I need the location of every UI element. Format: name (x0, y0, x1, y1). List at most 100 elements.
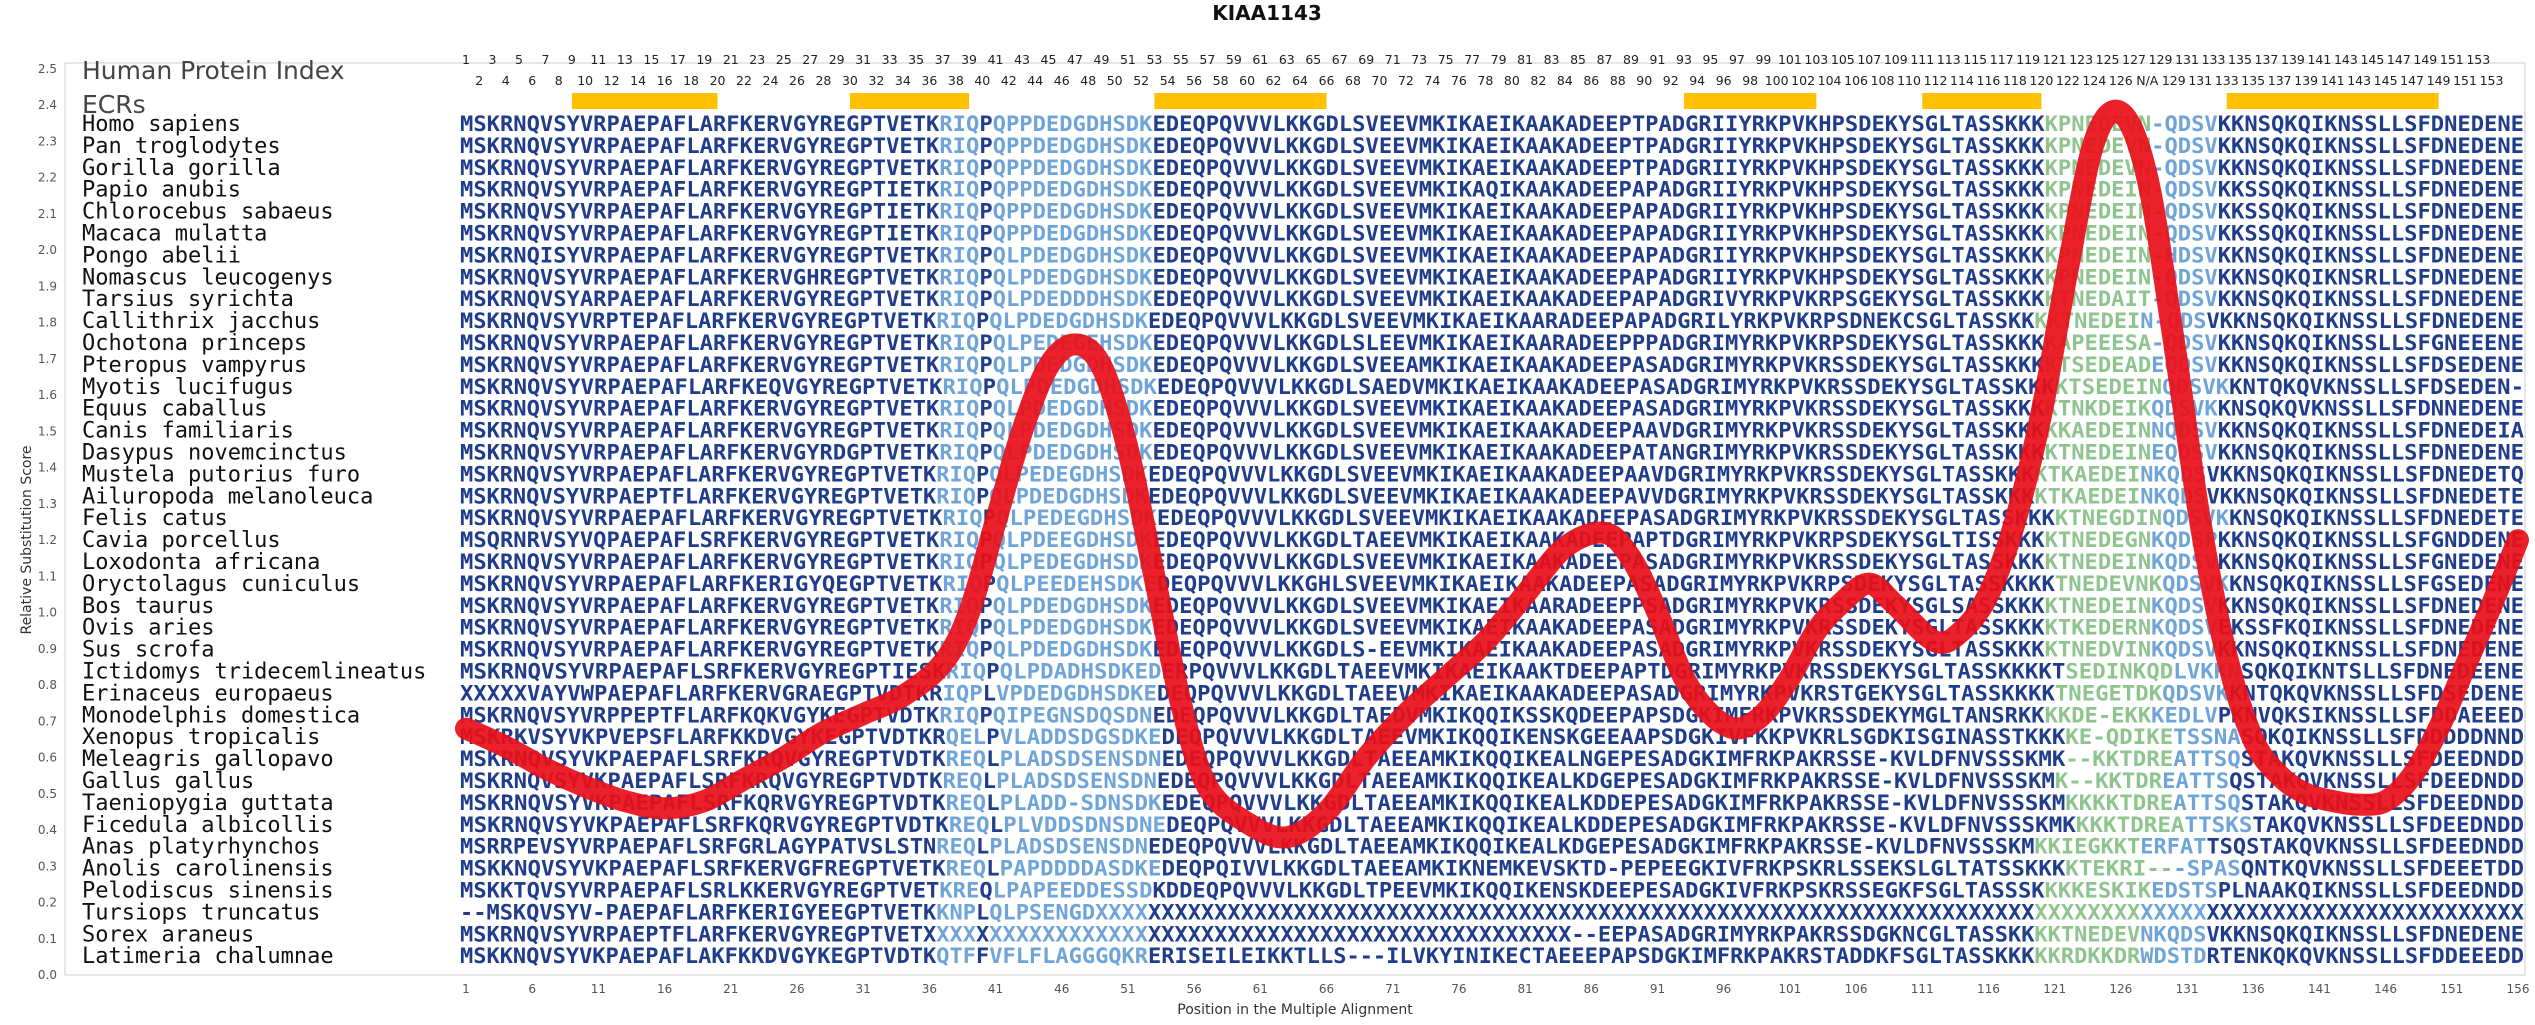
x-axis-label: Position in the Multiple Alignment (1177, 1002, 1413, 1018)
position-label-top: 103 (1804, 52, 1828, 67)
y-tick-label: 1.5 (38, 424, 57, 438)
position-label-bottom: 78 (1477, 73, 1493, 88)
position-label-bottom: 42 (1001, 73, 1017, 88)
sequence-row: MSKRNQVSYVRPAEPAFLARFKEQVGYREGPTVETK RIQP… (460, 375, 2524, 400)
position-label-top: 119 (2016, 52, 2040, 67)
sequence-row: MSKRNQVSYVRPAEPAFLARFKERVGYREGPTVETK RIQP… (460, 616, 2524, 641)
position-label-bottom: 108 (1871, 73, 1895, 88)
position-label-top: 147 (2387, 52, 2411, 67)
series-point (862, 713, 864, 715)
series-point (1762, 713, 1764, 715)
species-name: Chlorocebus sabaeus (82, 200, 334, 225)
position-label-top: 99 (1755, 52, 1771, 67)
series-point (1246, 822, 1248, 824)
species-name: Taeniopygia guttata (82, 791, 334, 816)
position-label-top: 69 (1358, 52, 1374, 67)
position-label-bottom: 112 (1924, 73, 1948, 88)
y-axis: 0.0 0.1 0.2 0.3 0.4 0.5 0.6 0.7 0.8 0.9 1.0 1.1 1.2 1… (38, 62, 57, 982)
position-label-top: 133 (2202, 52, 2226, 67)
series-point (1405, 713, 1407, 715)
position-label-bottom: 12 (604, 73, 620, 88)
position-label-top: 137 (2255, 52, 2279, 67)
position-label-top: 51 (1120, 52, 1136, 67)
sequence-row: MSKRNQVSYVRPAEPAFLARFKERVGYREGPTVETK RIQP… (460, 550, 2524, 575)
series-point (1630, 557, 1632, 559)
series-point (664, 807, 666, 809)
series-point (2491, 604, 2493, 606)
x-tick-label: 86 (1584, 982, 1599, 996)
species-name: Sus scrofa (82, 638, 214, 663)
position-label-bottom: 141 (2321, 73, 2345, 88)
sequence-row: XXXXXVAYVWPAEPAFLARFKERVGRAEGPTVDTKR IQPL… (460, 681, 2524, 706)
ecr-label: ECRs (82, 90, 146, 119)
sequence-row: MSKRNQVSYVRPTEPAFLARFKERVGYREGPTVETK RIQP… (460, 309, 2524, 334)
position-label-bottom: 86 (1583, 73, 1599, 88)
species-name: Anas platyrhynchos (82, 835, 320, 860)
position-label-bottom: 4 (502, 73, 510, 88)
sequence-row: MSKRNQISYVRPAEPAFLARFKERVGYREGPTVETK RIQP… (460, 243, 2524, 268)
position-label-bottom: 48 (1080, 73, 1096, 88)
species-name: Callithrix jacchus (82, 309, 320, 334)
ecr-bar (1683, 93, 1817, 109)
x-tick-label: 46 (1054, 982, 1069, 996)
species-name: Tarsius syrichta (82, 287, 294, 312)
position-label-bottom: 145 (2374, 73, 2398, 88)
position-label-bottom: 6 (528, 73, 536, 88)
position-label-bottom: 120 (2029, 73, 2053, 88)
y-tick-label: 1.9 (38, 279, 57, 293)
series-point (1868, 583, 1870, 585)
x-tick-label: 71 (1385, 982, 1400, 996)
species-name: Latimeria chalumnae (82, 944, 334, 969)
series-point (743, 778, 745, 780)
position-label-top: 141 (2307, 52, 2331, 67)
position-label-bottom: 24 (763, 73, 779, 88)
species-name: Ailuropoda melanoleuca (82, 484, 373, 509)
species-name: Gallus gallus (82, 769, 254, 794)
series-point (1709, 713, 1711, 715)
species-name: Anolis carolinensis (82, 857, 334, 882)
series-point (1564, 546, 1566, 548)
x-tick-label: 116 (1977, 982, 2000, 996)
series-point (1524, 593, 1526, 595)
series-point (2438, 728, 2440, 730)
position-label-top: 47 (1067, 52, 1083, 67)
y-tick-label: 1.1 (38, 569, 57, 583)
species-name: Ficedula albicollis (82, 813, 334, 838)
sequence-row: MSKRNQVSYVRPAEPAFLARFKERVGHREGPTVETK RIQP… (460, 265, 2524, 290)
x-tick-label: 81 (1517, 982, 1532, 996)
position-label-bottom: 52 (1133, 73, 1149, 88)
species-name: Myotis lucifugus (82, 375, 294, 400)
series-point (2120, 111, 2122, 113)
series-point (2093, 140, 2095, 142)
series-point (1100, 365, 1102, 367)
species-name: Ictidomys tridecemlineatus (82, 660, 426, 685)
series-point (2014, 521, 2016, 523)
species-name: Monodelphis domestica (82, 703, 360, 728)
position-label-top: 95 (1702, 52, 1718, 67)
series-point (1895, 604, 1897, 606)
sequence-row: MSKRNQVSYVRPAEPAFLARFKERVGYREGPTVETK RIQP… (460, 462, 2524, 487)
position-label-top: 55 (1173, 52, 1189, 67)
y-tick-label: 0.1 (38, 932, 57, 946)
series-point (584, 786, 586, 788)
species-name: Pan troglodytes (82, 134, 281, 159)
species-name: Tursiops truncatus (82, 900, 320, 925)
series-point (2040, 412, 2042, 414)
position-label-bottom: 76 (1451, 73, 1467, 88)
x-tick-label: 96 (1716, 982, 1731, 996)
series-point (2173, 340, 2175, 342)
position-label-top: 41 (988, 52, 1004, 67)
species-name: Sorex araneus (82, 922, 254, 947)
sequence-row: MSKRNQVSYVRPAEPTFLARFKERVGYREGPTVETX XXXX… (460, 922, 2524, 947)
position-label-bottom: 137 (2268, 73, 2292, 88)
y-tick-label: 1.8 (38, 316, 57, 330)
position-label-bottom: 66 (1319, 73, 1335, 88)
position-label-bottom: 143 (2347, 73, 2371, 88)
position-label-top: 131 (2175, 52, 2199, 67)
x-tick-label: 101 (1778, 982, 1801, 996)
position-label-top: 113 (1937, 52, 1961, 67)
position-label-bottom: 129 (2162, 73, 2186, 88)
position-label-bottom: 72 (1398, 73, 1414, 88)
position-label-bottom: 88 (1610, 73, 1626, 88)
y-tick-label: 0.2 (38, 896, 57, 910)
